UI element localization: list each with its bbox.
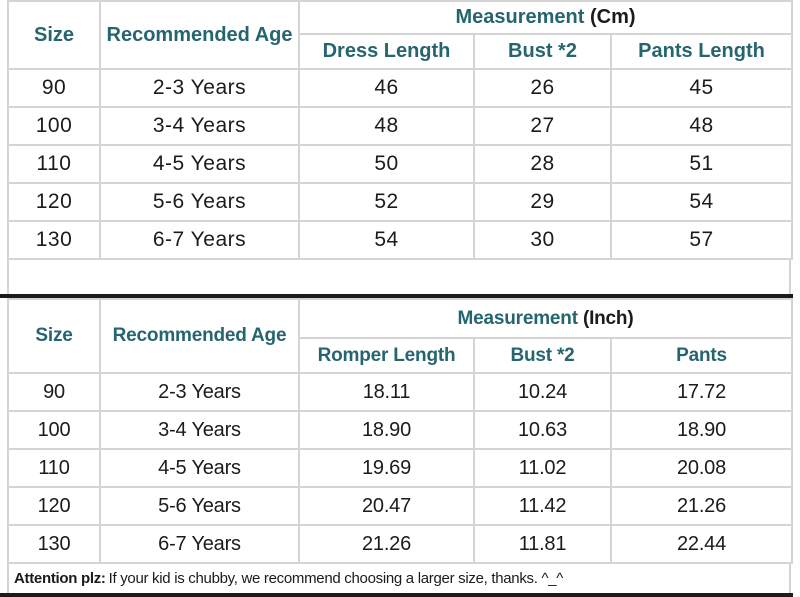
table-row: 130 6-7 Years 54 30 57 — [7, 220, 794, 260]
attention-text: If your kid is chubby, we recommend choo… — [108, 570, 564, 587]
inch-subheader-romper-length: Romper Length — [298, 337, 475, 374]
table-cell: 110 — [7, 448, 101, 488]
table-cell: 6-7 Years — [99, 220, 300, 260]
table-cell: 90 — [7, 372, 101, 412]
table-row: 130 6-7 Years 21.26 11.81 22.44 — [7, 524, 794, 564]
inch-subheader-row: Romper Length Bust *2 Pants — [8, 337, 794, 374]
bottom-border-line — [0, 593, 793, 597]
table-cell: 3-4 Years — [99, 410, 300, 450]
inch-header-row: Size Recommended Age Measurement (Inch) — [7, 298, 794, 374]
inch-table-body: 90 2-3 Years 18.11 10.24 17.72 100 3-4 Years 18… — [7, 372, 794, 564]
inch-measurement-header: Measurement (Inch) — [297, 298, 794, 339]
table-cell: 100 — [7, 410, 101, 450]
table-cell: 51 — [609, 144, 794, 184]
table-cell: 11.02 — [473, 448, 612, 488]
table-cell: 20.47 — [298, 486, 475, 526]
table-cell: 21.26 — [609, 486, 794, 526]
table-cell: 5-6 Years — [99, 486, 300, 526]
table-cell: 28 — [473, 144, 612, 184]
table-cell: 100 — [7, 106, 101, 146]
table-cell: 18.90 — [609, 410, 794, 450]
cm-subheader-pants-length: Pants Length — [609, 33, 794, 70]
cm-measurement-header: Measurement (Cm) — [297, 0, 794, 35]
table-cell: 130 — [7, 524, 101, 564]
table-cell: 48 — [609, 106, 794, 146]
inch-unit-label: (Inch) — [582, 307, 634, 329]
table-cell: 52 — [298, 182, 475, 222]
inch-size-table: Size Recommended Age Measurement (Inch) … — [7, 298, 794, 564]
table-row: 90 2-3 Years 46 26 45 — [7, 68, 794, 108]
inch-measurement-label: Measurement — [457, 307, 578, 329]
table-cell: 17.72 — [609, 372, 794, 412]
table-cell: 6-7 Years — [99, 524, 300, 564]
table-cell: 22.44 — [609, 524, 794, 564]
table-cell: 110 — [7, 144, 101, 184]
table-cell: 2-3 Years — [99, 372, 300, 412]
cm-table-body: 90 2-3 Years 46 26 45 100 3-4 Years 48 27 48 110 4-… — [7, 68, 794, 260]
table-cell: 48 — [298, 106, 475, 146]
table-cell: 54 — [298, 220, 475, 260]
table-cell: 27 — [473, 106, 612, 146]
table-cell: 90 — [7, 68, 101, 108]
table-cell: 46 — [298, 68, 475, 108]
table-row: 100 3-4 Years 48 27 48 — [7, 106, 794, 146]
table-cell: 4-5 Years — [99, 144, 300, 184]
table-cell: 57 — [609, 220, 794, 260]
cm-unit-label: (Cm) — [589, 6, 636, 28]
table-cell: 11.81 — [473, 524, 612, 564]
inch-subheader-bust: Bust *2 — [473, 337, 612, 374]
cm-subheader-bust: Bust *2 — [473, 33, 612, 70]
table-cell: 21.26 — [298, 524, 475, 564]
attention-note: Attention plz: If your kid is chubby, we… — [7, 564, 791, 593]
table-cell: 11.42 — [473, 486, 612, 526]
table-row: 110 4-5 Years 50 28 51 — [7, 144, 794, 184]
table-cell: 4-5 Years — [99, 448, 300, 488]
table-cell: 18.90 — [298, 410, 475, 450]
table-cell: 45 — [609, 68, 794, 108]
cm-measurement-label: Measurement — [455, 6, 585, 28]
table-cell: 50 — [298, 144, 475, 184]
table-row: 100 3-4 Years 18.90 10.63 18.90 — [7, 410, 794, 450]
table-cell: 10.24 — [473, 372, 612, 412]
table-cell: 130 — [7, 220, 101, 260]
inch-subheader-pants: Pants — [609, 337, 794, 374]
table-cell: 120 — [7, 182, 101, 222]
inch-size-header: Size — [7, 298, 101, 374]
table-cell: 29 — [473, 182, 612, 222]
cm-header-row: Size Recommended Age Measurement (Cm) — [7, 0, 794, 70]
inch-age-header: Recommended Age — [99, 298, 300, 374]
attention-label: Attention plz: — [14, 570, 106, 587]
cm-subheader-row: Dress Length Bust *2 Pants Length — [8, 33, 794, 70]
section-divider-line — [0, 294, 793, 298]
table-cell: 19.69 — [298, 448, 475, 488]
cm-subheader-dress-length: Dress Length — [298, 33, 475, 70]
cm-size-header: Size — [7, 0, 101, 70]
table-cell: 26 — [473, 68, 612, 108]
table-cell: 120 — [7, 486, 101, 526]
table-row: 90 2-3 Years 18.11 10.24 17.72 — [7, 372, 794, 412]
table-cell: 10.63 — [473, 410, 612, 450]
table-cell: 3-4 Years — [99, 106, 300, 146]
table-cell: 30 — [473, 220, 612, 260]
table-row: 120 5-6 Years 52 29 54 — [7, 182, 794, 222]
table-cell: 18.11 — [298, 372, 475, 412]
table-cell: 5-6 Years — [99, 182, 300, 222]
table-row: 110 4-5 Years 19.69 11.02 20.08 — [7, 448, 794, 488]
cm-size-table: Size Recommended Age Measurement (Cm) Dr… — [7, 0, 794, 260]
table-gap-row — [7, 260, 791, 294]
cm-age-header: Recommended Age — [99, 0, 300, 70]
table-cell: 20.08 — [609, 448, 794, 488]
table-row: 120 5-6 Years 20.47 11.42 21.26 — [7, 486, 794, 526]
table-cell: 2-3 Years — [99, 68, 300, 108]
table-cell: 54 — [609, 182, 794, 222]
